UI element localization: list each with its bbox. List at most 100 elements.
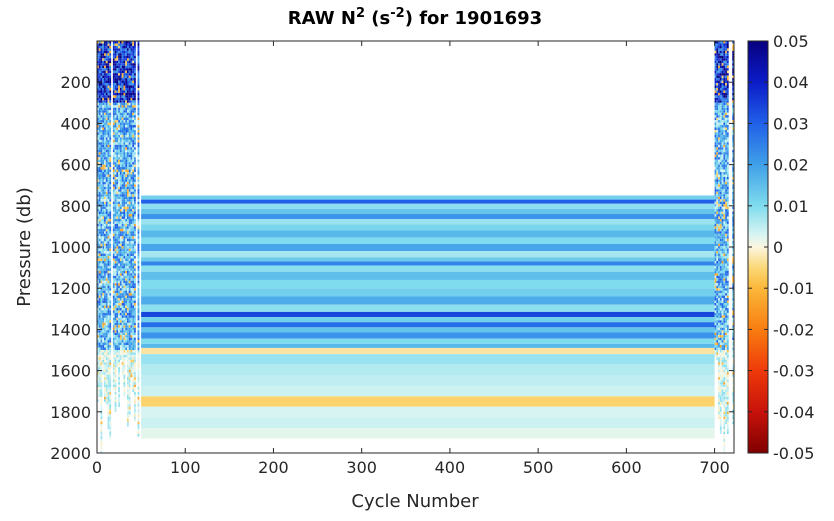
profile-cell <box>714 125 717 128</box>
profile-cell <box>725 315 727 318</box>
profile-cell <box>123 359 126 363</box>
profile-cell <box>732 330 734 333</box>
profile-cell <box>100 157 103 160</box>
profile-cell <box>725 392 727 395</box>
profile-cell <box>97 142 99 145</box>
profile-cell <box>116 70 119 74</box>
profile-cell <box>726 105 729 108</box>
profile-cell <box>134 95 136 98</box>
profile-cell <box>725 211 727 215</box>
profile-cell <box>134 357 136 360</box>
profile-cell <box>125 169 127 173</box>
profile-cell <box>128 233 131 237</box>
profile-cell <box>718 283 720 286</box>
profile-cell <box>104 335 106 338</box>
profile-cell <box>119 261 122 264</box>
profile-cell <box>114 157 117 160</box>
profile-cell <box>118 392 120 395</box>
profile-cell <box>123 132 126 135</box>
profile-cell <box>130 176 133 180</box>
profile-cell <box>719 243 722 247</box>
profile-cell <box>112 354 115 358</box>
profile-cell <box>125 194 127 197</box>
profile-cell <box>121 218 124 222</box>
profile-cell <box>112 320 115 323</box>
profile-cell <box>97 394 99 397</box>
profile-cell <box>107 367 110 370</box>
profile-cell <box>128 409 131 412</box>
profile-cell <box>719 139 722 143</box>
profile-cell <box>723 411 726 415</box>
profile-cell <box>121 41 124 44</box>
profile-cell <box>104 303 106 306</box>
profile-cell <box>105 142 108 145</box>
profile-cell <box>719 384 722 388</box>
profile-cell <box>105 110 108 113</box>
profile-cell <box>126 389 129 393</box>
profile-cell <box>100 288 103 291</box>
profile-cell <box>721 312 724 316</box>
profile-cell <box>100 315 103 318</box>
profile-cell <box>121 95 124 98</box>
profile-cell <box>137 322 140 326</box>
profile-cell <box>732 214 734 217</box>
profile-cell <box>128 73 131 76</box>
profile-cell <box>114 270 117 274</box>
profile-cell <box>123 258 126 262</box>
profile-cell <box>126 120 129 123</box>
profile-cell <box>134 330 136 333</box>
profile-cell <box>104 369 106 373</box>
profile-cell <box>725 357 727 360</box>
profile-cell <box>102 354 105 358</box>
profile-cell <box>716 80 719 84</box>
profile-cell <box>107 65 110 69</box>
profile-cell <box>114 320 117 323</box>
profile-cell <box>128 43 131 46</box>
profile-cell <box>716 196 719 200</box>
profile-cell <box>97 83 99 86</box>
profile-cell <box>118 404 120 407</box>
profile-cell <box>114 275 117 279</box>
profile-cell <box>104 80 106 84</box>
profile-cell <box>137 238 140 242</box>
profile-cell <box>112 125 115 128</box>
profile-cell <box>112 223 115 227</box>
profile-cell <box>126 75 129 79</box>
profile-cell <box>134 107 136 111</box>
profile-cell <box>134 243 136 247</box>
profile-cell <box>97 43 99 46</box>
profile-cell <box>97 293 99 296</box>
profile-cell <box>723 399 726 402</box>
profile-cell <box>104 199 106 202</box>
profile-cell <box>714 345 717 348</box>
profile-cell <box>119 320 122 323</box>
profile-cell <box>130 295 133 299</box>
profile-cell <box>121 83 124 86</box>
profile-cell <box>98 352 101 355</box>
profile-cell <box>104 392 106 395</box>
profile-cell <box>721 253 724 257</box>
profile-cell <box>102 142 105 145</box>
profile-cell <box>123 176 126 180</box>
profile-cell <box>109 335 112 338</box>
profile-cell <box>107 414 110 417</box>
profile-cell <box>134 350 136 353</box>
profile-cell <box>721 179 724 182</box>
profile-cell <box>132 226 135 229</box>
profile-cell <box>109 228 112 232</box>
profile-cell <box>134 261 136 264</box>
profile-cell <box>128 169 131 173</box>
profile-cell <box>716 78 719 81</box>
profile-cell <box>119 236 122 239</box>
profile-cell <box>714 273 717 276</box>
profile-cell <box>116 216 119 219</box>
profile-cell <box>714 275 717 279</box>
profile-cell <box>726 354 729 358</box>
profile-cell <box>100 330 103 333</box>
profile-cell <box>102 332 105 336</box>
profile-cell <box>714 137 717 140</box>
profile-cell <box>119 48 122 51</box>
profile-cell <box>119 325 122 328</box>
profile-cell <box>118 367 120 370</box>
profile-cell <box>102 53 105 56</box>
